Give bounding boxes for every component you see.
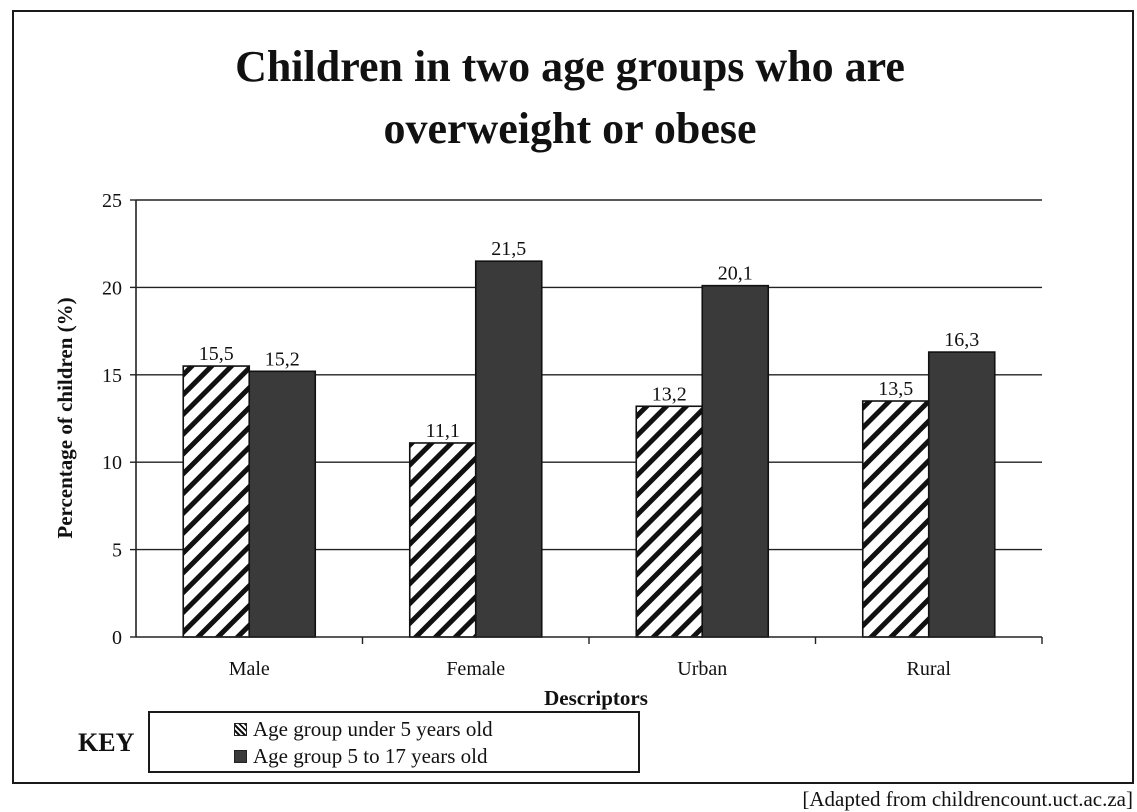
- data-label: 15,2: [265, 348, 300, 370]
- bar-under-5: [635, 405, 704, 638]
- y-tick-label: 25: [102, 190, 122, 212]
- source-credit: [Adapted from childrencount.uct.ac.za]: [802, 787, 1133, 811]
- legend-label-under-5: Age group under 5 years old: [253, 717, 493, 741]
- y-tick-label: 10: [102, 452, 122, 474]
- chart-title: Children in two age groups who are overw…: [60, 36, 1080, 160]
- y-tick-label: 20: [102, 277, 122, 299]
- chart-frame: [12, 10, 1134, 784]
- y-tick-label: 15: [102, 365, 122, 387]
- x-tick-label: Female: [446, 658, 505, 680]
- data-label: 21,5: [491, 238, 526, 260]
- bar-under-5: [861, 400, 930, 638]
- data-label: 20,1: [718, 263, 753, 285]
- legend-label-5-to-17: Age group 5 to 17 years old: [253, 744, 488, 768]
- x-axis-title: Descriptors: [544, 686, 648, 710]
- data-label: 13,5: [878, 378, 913, 400]
- legend-item-under-5: Age group under 5 years old: [234, 716, 638, 743]
- y-tick-label: 5: [112, 540, 122, 562]
- bar-5-to-17: [927, 351, 996, 638]
- x-tick-label: Urban: [677, 658, 727, 680]
- key-label: KEY: [78, 728, 135, 757]
- bar-5-to-17: [701, 284, 770, 638]
- bar-5-to-17: [248, 370, 317, 638]
- chart-title-line-2: overweight or obese: [383, 104, 757, 153]
- x-tick-label: Rural: [907, 658, 952, 680]
- legend: Age group under 5 years old Age group 5 …: [148, 711, 640, 773]
- bar-under-5: [182, 365, 251, 638]
- data-label: 11,1: [426, 420, 460, 442]
- dark-swatch-icon: [234, 750, 247, 763]
- hatched-swatch-icon: [234, 723, 247, 736]
- bar-under-5: [408, 442, 477, 638]
- y-axis-title: Percentage of children (%): [53, 297, 77, 538]
- data-label: 13,2: [652, 383, 687, 405]
- bar-5-to-17: [474, 260, 543, 638]
- x-tick-label: Male: [229, 658, 270, 680]
- y-tick-label: 0: [112, 627, 122, 649]
- chart-title-line-1: Children in two age groups who are: [235, 42, 905, 91]
- legend-item-5-to-17: Age group 5 to 17 years old: [234, 743, 638, 770]
- data-label: 16,3: [944, 329, 979, 351]
- data-label: 15,5: [199, 343, 234, 365]
